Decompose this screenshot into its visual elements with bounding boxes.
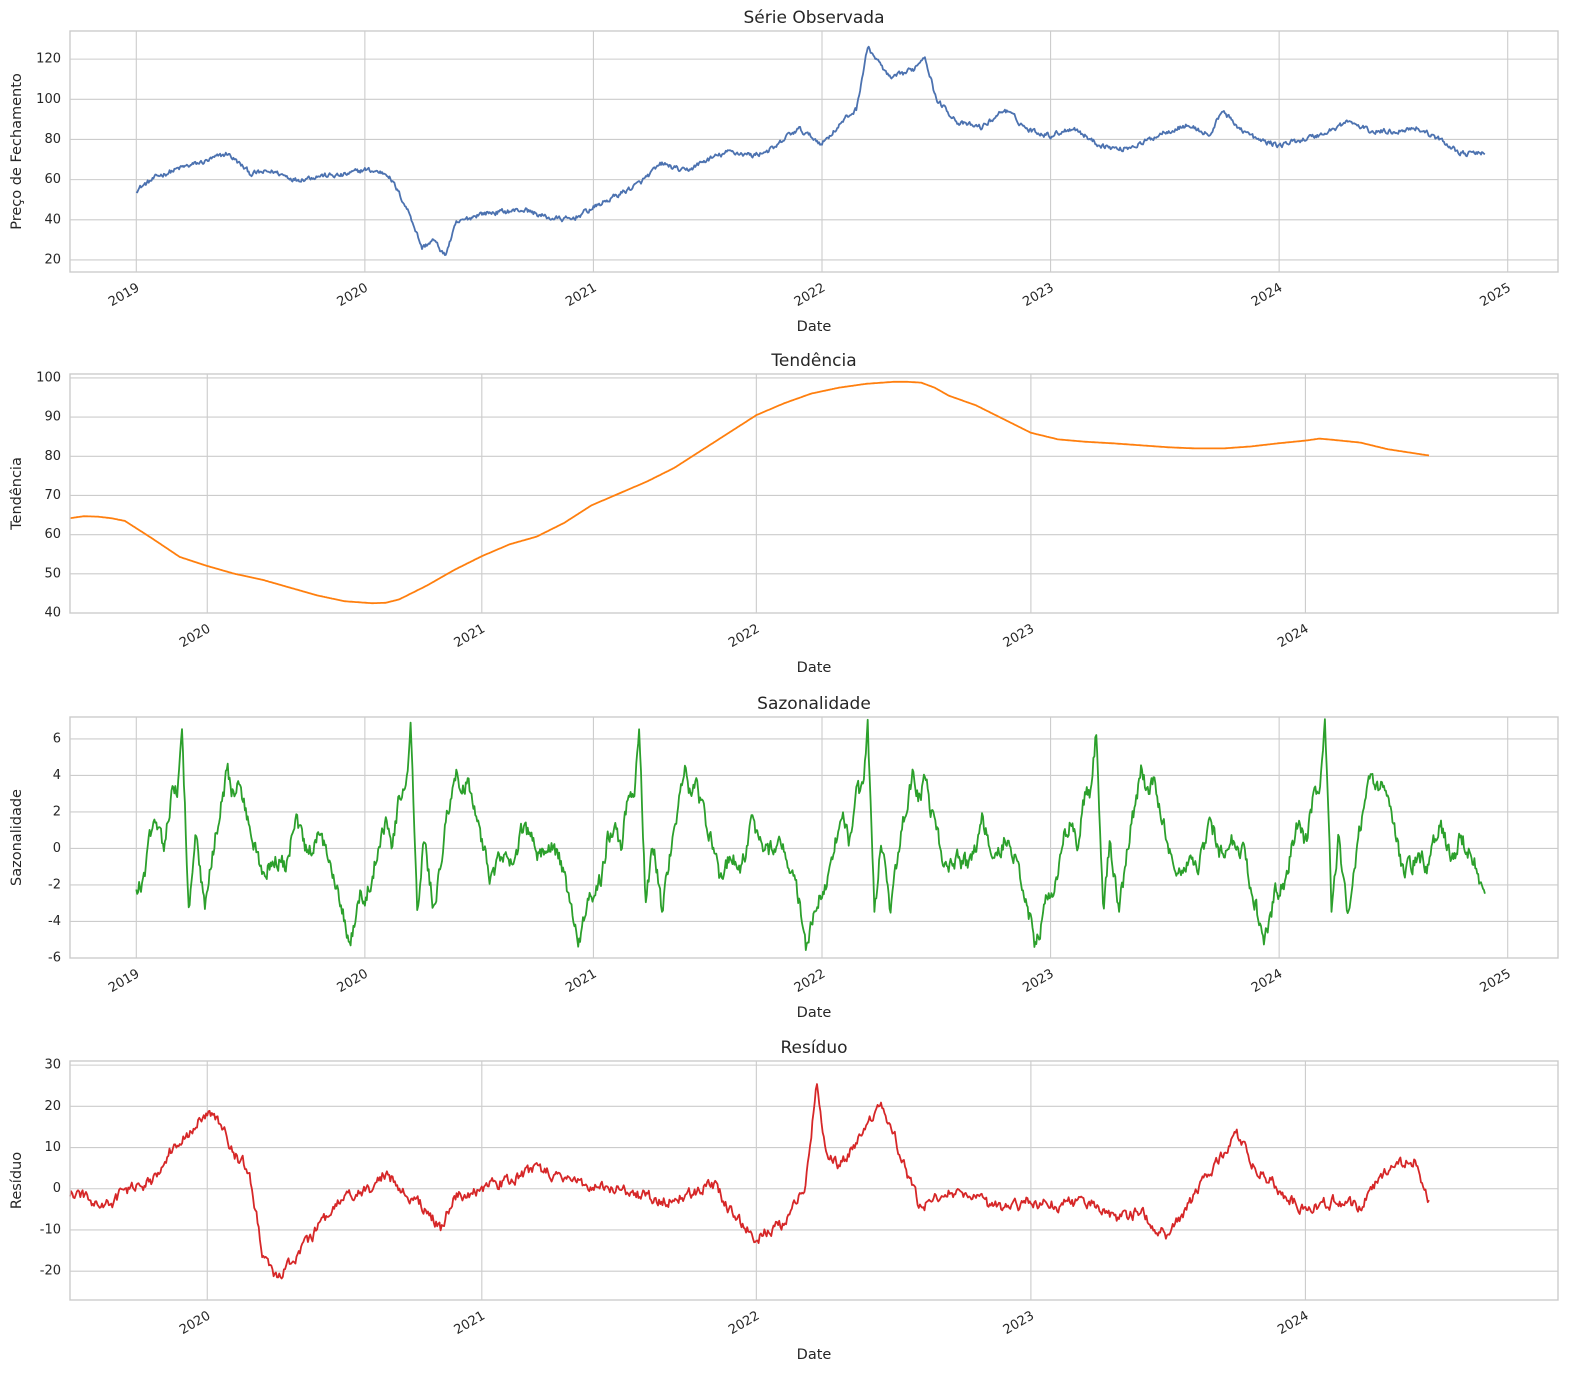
y-tick-label: 4 [53, 768, 61, 783]
y-tick-label: -2 [48, 877, 61, 892]
x-axis-label: Date [797, 1347, 832, 1363]
y-tick-label: 40 [44, 212, 61, 227]
plot-area [70, 31, 1558, 272]
y-tick-label: 80 [44, 449, 61, 464]
x-tick-label: 2023 [1001, 621, 1037, 651]
series-line [69, 380, 1430, 605]
series-line [135, 718, 1486, 951]
panel-title: Tendência [770, 351, 856, 371]
chart-panel-3: -6 -4 -2 0 2 4 6 2019 2020 2021 2022 2023 2024 2025 Sa… [9, 694, 1559, 1021]
x-axis-label: Date [797, 660, 832, 676]
y-tick-label: 30 [44, 1058, 61, 1073]
x-tick-label: 2021 [563, 966, 599, 996]
chart-panel-1: 20 40 60 80 100 120 2019 2020 2021 2022 2023 2024 20… [9, 8, 1559, 335]
series-line [69, 1083, 1430, 1280]
x-tick-label: 2020 [335, 280, 371, 310]
x-tick-label: 2022 [792, 280, 828, 310]
x-tick-label: 2019 [106, 280, 142, 310]
x-axis-label: Date [797, 1005, 832, 1021]
y-tick-label: 0 [53, 841, 61, 856]
x-tick-label: 2023 [1001, 1308, 1037, 1338]
x-tick-label: 2020 [335, 966, 371, 996]
y-axis-label: Tendência [9, 457, 25, 531]
y-tick-label: 70 [44, 488, 61, 503]
x-tick-label: 2022 [792, 966, 828, 996]
plot-area [70, 717, 1558, 958]
chart-panel-4: -20 -10 0 10 20 30 2020 2021 2022 2023 2024 Resíduo… [9, 1038, 1559, 1363]
panel-title: Sazonalidade [757, 694, 871, 714]
y-axis-label: Preço de Fechamento [9, 73, 25, 230]
axes-frame [69, 716, 1559, 959]
y-tick-label: -20 [40, 1264, 61, 1279]
axes-frame [69, 373, 1559, 614]
x-axis-label: Date [797, 319, 832, 335]
x-tick-label: 2023 [1020, 966, 1056, 996]
y-tick-label: -6 [48, 951, 61, 966]
x-tick-label: 2021 [563, 280, 599, 310]
panel-title: Série Observada [744, 8, 885, 28]
y-tick-label: 100 [36, 92, 61, 107]
y-tick-label: 6 [53, 731, 61, 746]
x-tick-label: 2022 [726, 621, 762, 651]
axes-frame [69, 30, 1559, 273]
plot-area [70, 1061, 1558, 1300]
y-tick-label: 60 [44, 527, 61, 542]
x-tick-label: 2024 [1275, 621, 1311, 651]
x-tick-label: 2024 [1275, 1308, 1311, 1338]
chart-panel-2: 40 50 60 70 80 90 100 2020 2021 2022 2023 2024 Tendê… [9, 351, 1559, 676]
x-tick-label: 2019 [106, 966, 142, 996]
series-line [135, 45, 1486, 257]
y-tick-label: 120 [36, 52, 61, 67]
y-tick-label: 20 [44, 1099, 61, 1114]
y-tick-label: 0 [53, 1181, 61, 1196]
x-tick-label: 2024 [1249, 280, 1285, 310]
x-tick-label: 2025 [1478, 966, 1514, 996]
x-tick-label: 2020 [177, 1308, 213, 1338]
x-tick-label: 2021 [452, 1308, 488, 1338]
y-tick-label: 20 [44, 252, 61, 267]
plot-area [70, 374, 1558, 613]
y-tick-label: 60 [44, 172, 61, 187]
x-tick-label: 2023 [1020, 280, 1056, 310]
y-tick-label: 10 [44, 1140, 61, 1155]
y-tick-label: -10 [40, 1222, 61, 1237]
y-tick-label: 50 [44, 566, 61, 581]
y-tick-label: 40 [44, 606, 61, 621]
y-tick-label: -4 [48, 914, 61, 929]
x-tick-label: 2024 [1249, 966, 1285, 996]
y-axis-label: Sazonalidade [9, 789, 25, 886]
y-axis-label: Resíduo [9, 1152, 25, 1209]
y-tick-label: 90 [44, 410, 61, 425]
axes-frame [69, 1060, 1559, 1301]
x-tick-label: 2025 [1478, 280, 1514, 310]
x-tick-label: 2022 [726, 1308, 762, 1338]
y-tick-label: 80 [44, 132, 61, 147]
y-tick-label: 100 [36, 370, 61, 385]
x-tick-label: 2020 [177, 621, 213, 651]
y-tick-label: 2 [53, 804, 61, 819]
x-tick-label: 2021 [452, 621, 488, 651]
panel-title: Resíduo [780, 1038, 847, 1058]
